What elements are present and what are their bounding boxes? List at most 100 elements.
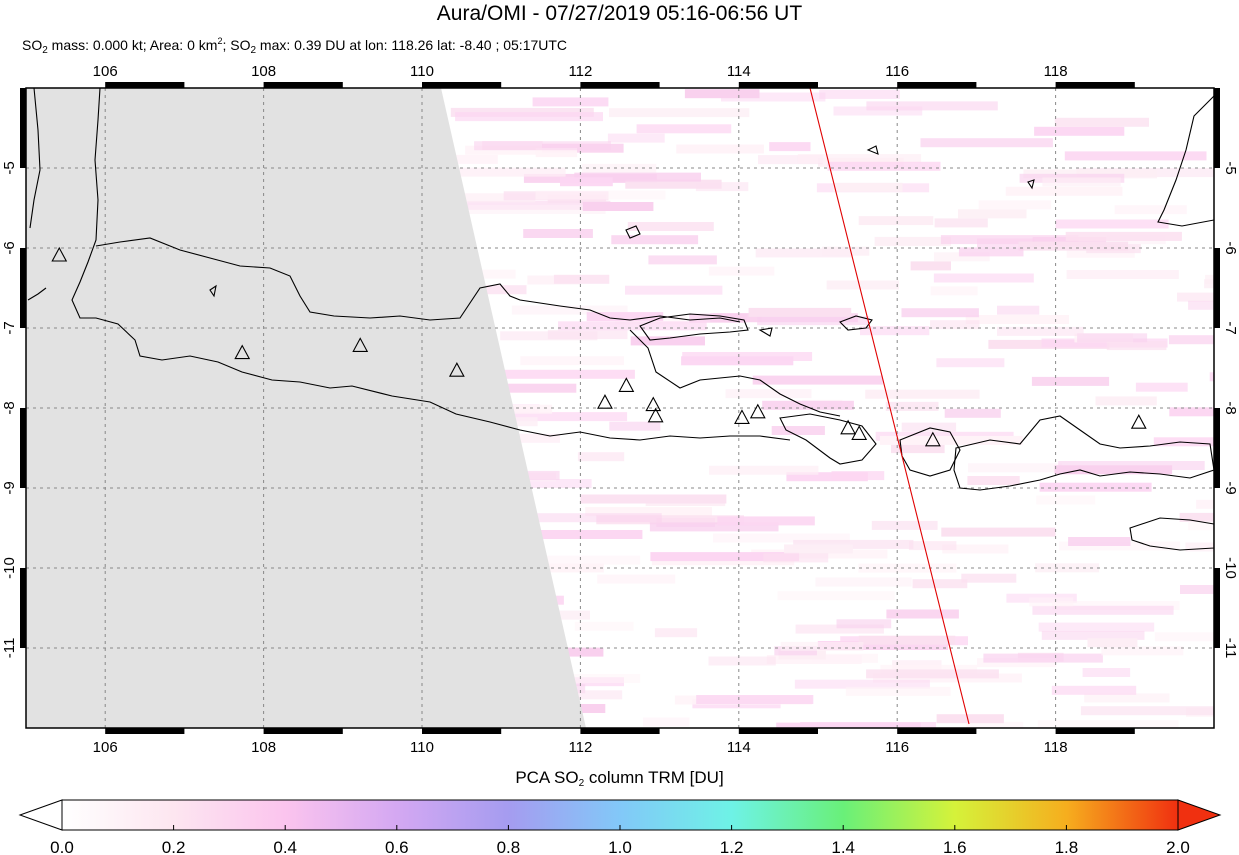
lon-tick-label: 110	[410, 739, 434, 756]
so2-pixel	[1086, 244, 1141, 254]
so2-pixel	[522, 674, 641, 683]
so2-pixel	[580, 494, 727, 504]
so2-pixel	[891, 444, 945, 454]
so2-pixel	[941, 527, 1056, 537]
lat-tick-label: -5	[1, 161, 18, 174]
so2-pixel	[908, 541, 957, 551]
so2-pixel	[553, 274, 610, 284]
so2-pixel	[1179, 512, 1214, 522]
so2-pixel	[708, 266, 775, 276]
so2-pixel	[1196, 499, 1214, 509]
so2-pixel	[858, 635, 956, 645]
so2-pixel	[920, 138, 1053, 148]
so2-pixel	[912, 579, 968, 589]
so2-pixel	[958, 209, 1027, 219]
colorbar-high-arrow	[1177, 799, 1222, 831]
so2-pixel	[752, 375, 883, 385]
frame-tick-bars	[20, 82, 1220, 734]
so2-pixel	[936, 714, 1004, 724]
so2-pixel	[794, 679, 930, 689]
so2-pixel	[1114, 205, 1187, 215]
so2-pixel	[684, 89, 760, 99]
so2-pixel	[643, 717, 690, 727]
so2-pixel	[511, 305, 628, 315]
colorbar: 0.0 0.2 0.4 0.6 0.8 1.0 1.2 1.4 1.6 1.8 2.0	[18, 799, 1222, 855]
so2-pixel	[930, 286, 978, 296]
grid-lines	[26, 88, 1214, 728]
lat-tick-label: -11	[1222, 638, 1239, 659]
so2-pixel	[815, 577, 912, 587]
so2-pixel	[892, 660, 942, 670]
so2-pixel	[1188, 300, 1214, 310]
so2-pixel	[880, 664, 978, 674]
so2-pixel	[1080, 706, 1214, 716]
so2-pixel	[1095, 396, 1157, 406]
so2-pixel	[650, 552, 800, 562]
so2-pixel	[1055, 219, 1169, 229]
frame-tick-bar	[580, 82, 660, 88]
so2-pixel	[832, 182, 903, 192]
colorbar-title: PCA SO2 column TRM [DU]	[515, 768, 724, 789]
so2-pixel	[1038, 622, 1155, 632]
so2-pixel	[769, 142, 811, 152]
lon-tick-label: 106	[93, 739, 118, 756]
so2-pixel	[607, 133, 665, 143]
so2-pixel	[581, 163, 657, 173]
so2-pixel	[930, 320, 980, 330]
so2-pixel	[490, 412, 628, 422]
lon-tick-label: 116	[885, 63, 909, 80]
so2-pixel	[560, 177, 613, 187]
so2-pixel	[696, 695, 814, 704]
lon-tick-label: 118	[1044, 63, 1068, 80]
so2-pixel	[1065, 231, 1182, 241]
frame-tick-bar	[20, 568, 26, 648]
so2-pixel	[858, 563, 957, 573]
so2-pixel	[596, 515, 744, 525]
so2-pixel	[826, 280, 899, 290]
so2-pixel	[1205, 274, 1214, 284]
so2-pixel	[523, 229, 593, 238]
so2-pixel	[866, 669, 999, 679]
so2-pixel	[777, 591, 895, 601]
colorbar-tick-label: 0.6	[385, 838, 409, 855]
so2-pixel	[997, 326, 1084, 336]
colorbar-low-arrow	[18, 799, 63, 831]
frame-tick-bar	[897, 728, 977, 734]
so2-pixel	[1032, 605, 1174, 615]
lon-labels-top: 106 108 110 112 114 116 118	[93, 63, 1068, 80]
so2-pixel	[480, 285, 527, 295]
so2-pixel	[535, 148, 578, 158]
so2-pixel	[1068, 537, 1131, 546]
so2-pixel	[978, 200, 1052, 210]
colorbar-tick-label: 0.8	[497, 838, 521, 855]
volcano-triangle-icon	[1130, 414, 1147, 429]
so2-pixel	[758, 155, 823, 165]
so2-pixel	[871, 520, 938, 530]
so2-pixel	[558, 321, 707, 331]
so2-pixel	[901, 308, 979, 318]
so2-pixel	[1052, 601, 1180, 610]
so2-pixel	[585, 507, 712, 517]
so2-pixel	[831, 471, 885, 481]
so2-pixel	[438, 167, 566, 177]
so2-pixel	[630, 336, 705, 346]
colorbar-tick-label: 0.0	[50, 838, 74, 855]
so2-pixel	[515, 555, 641, 565]
so2-pixel	[708, 656, 776, 666]
so2-pixel	[910, 261, 951, 271]
frame-tick-bar	[1214, 88, 1220, 168]
so2-pixel	[1185, 542, 1214, 552]
so2-pixel	[1066, 248, 1135, 258]
map-title: Aura/OMI - 07/27/2019 05:16-06:56 UT	[436, 2, 803, 25]
so2-pixel	[1153, 437, 1214, 447]
so2-pixel	[901, 422, 957, 432]
so2-pixel	[1169, 407, 1214, 417]
so2-pixel	[1035, 563, 1100, 573]
frame-tick-bar	[263, 728, 343, 734]
so2-pixel	[1177, 292, 1214, 302]
frame-tick-bar	[897, 82, 977, 88]
so2-pixel	[721, 92, 826, 102]
volcano-triangle-icon	[645, 396, 662, 412]
lon-tick-label: 110	[410, 63, 434, 80]
frame-tick-bar	[738, 728, 818, 734]
